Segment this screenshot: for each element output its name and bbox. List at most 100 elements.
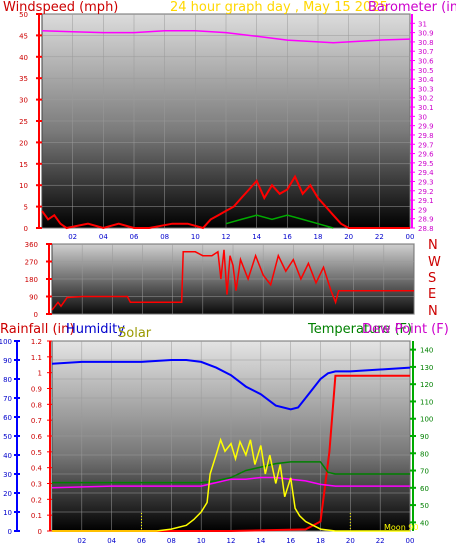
barometer-tick-label: 30.7 [418,48,434,56]
wind-x-tick-label: 22 [375,233,384,241]
barometer-tick-label: 29.6 [418,151,434,159]
lower-x-tick-label: 14 [256,537,265,545]
temperature-tick-label: 90 [420,433,429,441]
rain-tick-label: 0.5 [31,449,42,457]
wind-x-tick-label: 18 [314,233,323,241]
direction-tick-label: 360 [25,241,38,249]
direction-tick-label: 270 [25,259,38,267]
barometer-tick-label: 30.1 [418,104,434,112]
rain-tick-label: 0.4 [31,465,43,473]
lower-x-tick-label: 18 [316,537,325,545]
compass-w: W [428,255,441,270]
barometer-tick-label: 28.8 [418,225,434,233]
humidity-tick-label: 50 [3,433,12,441]
lower-x-tick-label: 02 [77,537,86,545]
temperature-tick-label: 40 [420,519,429,527]
wind-tick-label: 30 [19,97,28,105]
lower-x-tick-label: 04 [107,537,116,545]
barometer-tick-label: 29 [418,206,427,214]
rain-tick-label: 0.3 [31,481,42,489]
rain-tick-label: 0.9 [31,386,42,394]
series-temperature [51,476,410,489]
temperature-tick-label: 100 [420,416,433,424]
wind-tick-label: 50 [19,11,28,19]
wind-x-tick-label: 06 [130,233,139,241]
wind-tick-label: 20 [19,139,28,147]
series-solar [52,437,410,532]
lower-x-tick-label: 08 [167,537,176,545]
temperature-tick-label: 80 [420,450,429,458]
barometer-tick-label: 30.2 [418,95,434,103]
rain-tick-label: 1.1 [31,354,42,362]
series-rainfall [52,374,410,532]
rain-tick-label: 0.7 [31,417,42,425]
humidity-tick-label: 100 [0,338,12,346]
chart-title: 24 hour graph day , May 15 2025 [170,0,388,15]
wind-x-tick-label: 14 [252,233,261,241]
barometer-tick-label: 30.3 [418,85,434,93]
humidity-tick-label: 90 [3,357,12,365]
barometer-tick-label: 29.8 [418,132,434,140]
wind-x-tick-label: 04 [99,233,108,241]
wind-x-tick-label: 08 [160,233,169,241]
barometer-tick-label: 30 [418,113,427,121]
solar-axis-label: Solar [118,326,152,341]
humidity-tick-label: 20 [3,490,12,498]
rain-tick-label: 0.8 [31,401,42,409]
wind-tick-label: 45 [19,32,28,40]
series-humidity [51,359,411,411]
temperature-tick-label: 130 [420,364,433,372]
axis-layer: 0510152025303540455028.828.92929.129.229… [0,11,434,545]
lower-x-tick-label: 20 [346,537,355,545]
lower-x-tick-label: 12 [227,537,236,545]
lower-x-tick-label: 10 [197,537,206,545]
barometer-tick-label: 30.9 [418,30,434,38]
wind-x-tick-label: 20 [344,233,353,241]
barometer-tick-label: 29.3 [418,178,434,186]
humidity-tick-label: 80 [3,376,12,384]
compass-e: E [428,287,437,302]
barometer-tick-label: 29.9 [418,123,434,131]
wind-tick-label: 25 [19,118,28,126]
barometer-tick-label: 29.4 [418,169,434,177]
rain-tick-label: 0.2 [31,496,42,504]
wind-x-tick-label: 16 [283,233,292,241]
direction-tick-label: 0 [34,311,38,319]
barometer-tick-label: 30.5 [418,67,434,75]
temperature-tick-label: 120 [420,381,433,389]
humidity-tick-label: 70 [3,395,12,403]
rain-tick-label: 0 [38,528,42,536]
rain-tick-label: 0.6 [31,433,43,441]
series-gust [225,214,334,229]
temperature-tick-label: 60 [420,485,429,493]
wind-x-tick-label: 10 [191,233,200,241]
lower-x-tick-label: 00 [406,537,415,545]
humidity-axis-label: Humidity [66,322,125,337]
wind-tick-label: 40 [19,54,28,62]
rain-tick-label: 1 [38,370,42,378]
humidity-tick-label: 60 [3,414,12,422]
temperature-tick-label: 140 [420,347,433,355]
dewpoint-axis-label: Dew Point (F) [362,322,449,337]
barometer-tick-label: 31 [418,20,427,28]
compass-s: S [428,271,437,286]
wind-tick-label: 35 [19,75,28,83]
wind-x-tick-label: 02 [68,233,77,241]
barometer-axis-label: Barometer (in) [368,0,456,15]
wind-tick-label: 0 [24,225,28,233]
humidity-tick-label: 10 [3,509,12,517]
barometer-tick-label: 30.4 [418,76,434,84]
rain-tick-label: 0.1 [31,512,42,520]
lower-x-tick-label: 06 [137,537,146,545]
direction-tick-label: 90 [29,294,38,302]
lower-x-tick-label: 16 [286,537,295,545]
wind-tick-label: 10 [19,182,28,190]
wind-tick-label: 15 [19,161,28,169]
temperature-tick-label: 50 [420,502,429,510]
windspeed-axis-label: Windspeed (mph) [3,0,119,15]
temperature-axis-label: Temperature (F) [308,322,413,337]
barometer-tick-label: 29.7 [418,141,434,149]
barometer-tick-label: 29.1 [418,197,434,205]
series-windspeed [41,174,410,230]
